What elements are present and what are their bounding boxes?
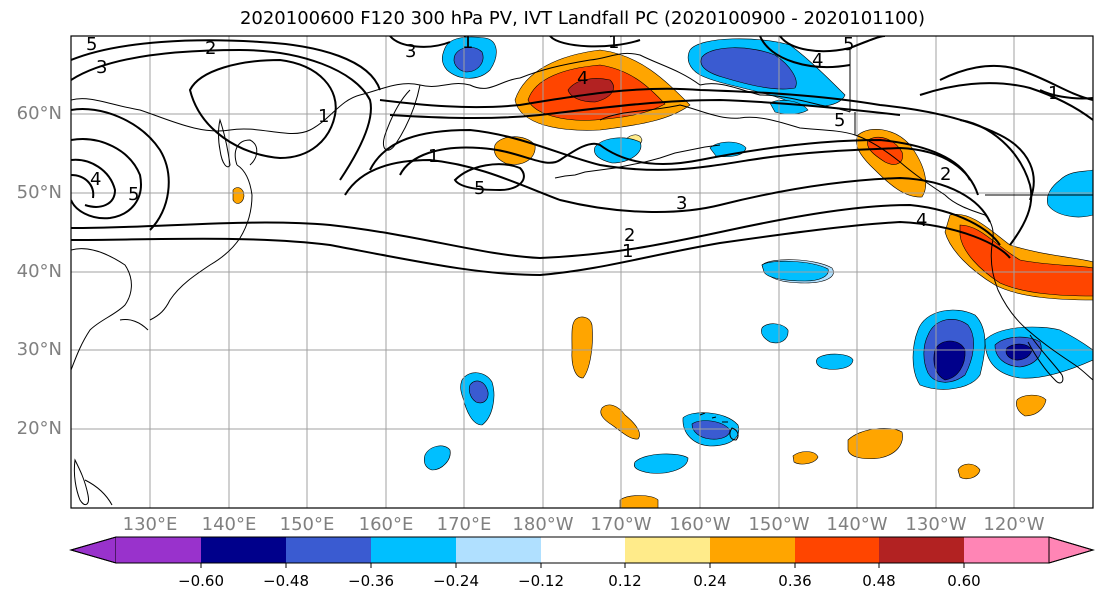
contour-label: 3 [676, 193, 687, 214]
contour-label: 3 [96, 57, 107, 78]
contour-label: 4 [812, 50, 823, 71]
lon-label: 170°E [436, 514, 492, 535]
lon-label: 160°W [669, 514, 731, 535]
colorbar-tick-label: 0.48 [862, 572, 896, 590]
contour-label: 1 [462, 32, 473, 53]
contour-label: 5 [86, 34, 97, 55]
contour-labels: 5 2 3 3 1 4 5 1 4 5 1 1 5 3 2 1 4 5 4 2 … [86, 32, 1059, 262]
pv-contours [71, 36, 1093, 277]
lon-label: 120°W [983, 514, 1045, 535]
contour-label: 1 [608, 32, 619, 53]
colorbar-tick-label: 0.60 [947, 572, 981, 590]
lon-label: 160°E [358, 514, 414, 535]
lon-label: 150°E [279, 514, 335, 535]
contour-label: 1 [428, 146, 439, 167]
lat-label: 50°N [16, 182, 62, 203]
lat-label: 30°N [16, 339, 62, 360]
map-title: 2020100600 F120 300 hPa PV, IVT Landfall… [239, 8, 926, 29]
colorbar-tick-label: −0.24 [433, 572, 479, 590]
contour-label: 4 [90, 169, 101, 190]
lon-label: 140°E [201, 514, 257, 535]
colorbar-tick-label: −0.48 [263, 572, 309, 590]
map-frame [70, 35, 1094, 509]
colorbar-tick-label: −0.36 [348, 572, 394, 590]
contour-label: 2 [205, 38, 216, 59]
lon-label: 130°E [122, 514, 178, 535]
contour-label: 2 [940, 164, 951, 185]
contour-label: 4 [916, 210, 927, 231]
lon-label: 140°W [826, 514, 888, 535]
colorbar [69, 536, 1095, 568]
colorbar-tick-label: −0.12 [518, 572, 564, 590]
contour-label: 3 [405, 41, 416, 62]
graticule [71, 36, 1093, 508]
colorbar-tick-label: 0.36 [778, 572, 812, 590]
contour-label: 5 [834, 110, 845, 131]
contour-label: 1 [1048, 83, 1059, 104]
colorbar-tick-label: 0.24 [693, 572, 727, 590]
contour-label: 2 [624, 225, 635, 246]
map-area: 5 2 3 3 1 4 5 1 4 5 1 1 5 3 2 1 4 5 4 2 … [71, 32, 1093, 508]
contour-label: 5 [128, 184, 139, 205]
contour-label: 5 [843, 34, 854, 55]
contour-label: 1 [318, 106, 329, 127]
lat-label: 40°N [16, 261, 62, 282]
lon-label: 170°W [590, 514, 652, 535]
lon-label: 130°W [905, 514, 967, 535]
lon-label: 180°W [512, 514, 574, 535]
colorbar-tick-label: −0.60 [178, 572, 224, 590]
lon-label: 150°W [748, 514, 810, 535]
contour-label: 5 [474, 178, 485, 199]
contour-label: 4 [577, 68, 588, 89]
contour-label: 1 [622, 241, 633, 262]
colorbar-tick-label: 0.12 [608, 572, 642, 590]
lat-label: 60°N [16, 103, 62, 124]
lat-label: 20°N [16, 418, 62, 439]
